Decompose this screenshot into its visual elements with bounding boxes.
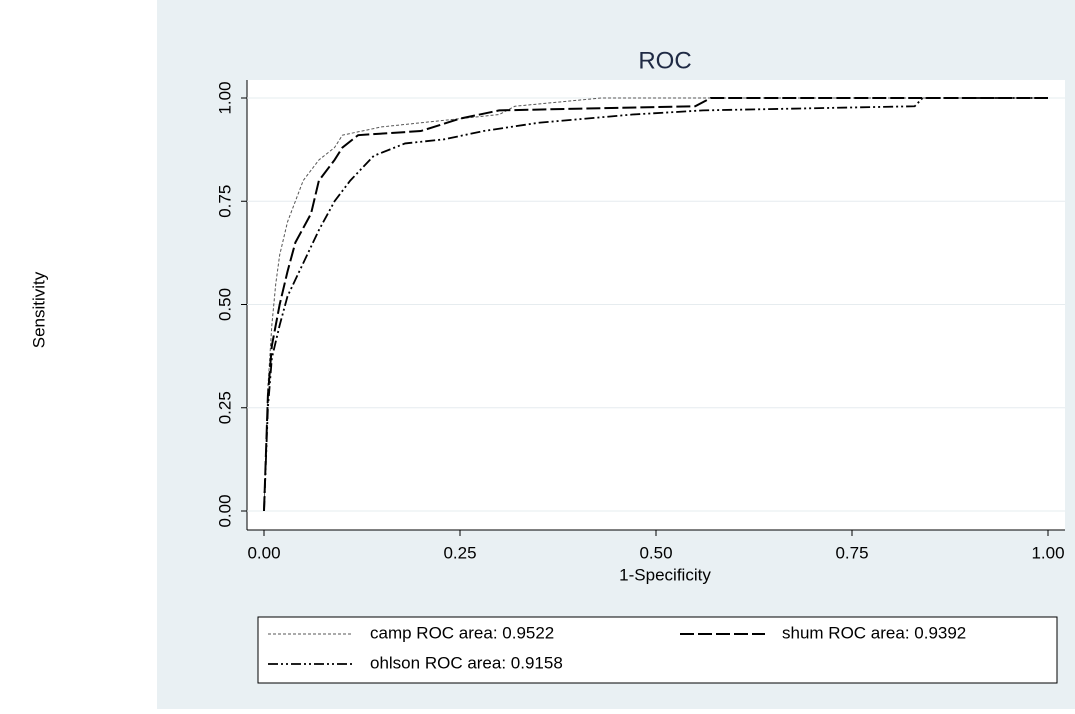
chart-title: ROC (638, 47, 691, 74)
x-tick-label: 0.25 (443, 543, 476, 562)
legend-label: camp ROC area: 0.9522 (370, 623, 554, 642)
x-tick-label: 0.50 (639, 543, 672, 562)
x-tick-label: 0.00 (247, 543, 280, 562)
legend-label: ohlson ROC area: 0.9158 (370, 653, 563, 672)
y-tick-label: 0.50 (215, 288, 234, 321)
y-tick-label: 1.00 (215, 81, 234, 114)
x-tick-label: 0.75 (835, 543, 868, 562)
legend (257, 616, 1058, 684)
y-tick-label: 0.25 (215, 391, 234, 424)
legend-label: shum ROC area: 0.9392 (782, 623, 966, 642)
y-axis-label: Sensitivity (29, 271, 48, 348)
roc-line (263, 97, 1048, 512)
x-axis-label: 1-Specificity (619, 565, 711, 584)
x-tick-label: 1.00 (1031, 543, 1064, 562)
y-tick-label: 0.75 (215, 185, 234, 218)
roc-line (263, 97, 1048, 512)
y-tick-label: 0.00 (215, 494, 234, 527)
